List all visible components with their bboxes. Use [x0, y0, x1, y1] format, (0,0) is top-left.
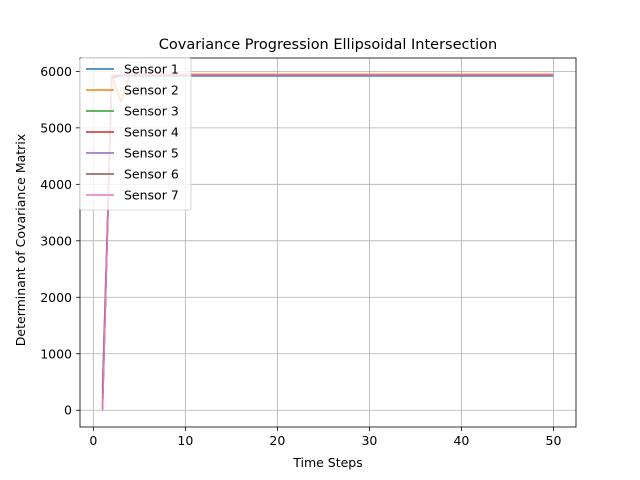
legend-label: Sensor 3 — [124, 104, 179, 119]
y-tick-label: 6000 — [40, 64, 72, 79]
legend-label: Sensor 2 — [124, 83, 179, 98]
x-tick-label: 30 — [361, 433, 377, 448]
x-tick-label: 20 — [269, 433, 285, 448]
x-tick-label: 50 — [546, 433, 562, 448]
x-tick-label: 0 — [89, 433, 97, 448]
y-tick-label: 1000 — [40, 346, 72, 361]
legend-label: Sensor 5 — [124, 146, 179, 161]
legend-label: Sensor 4 — [124, 125, 179, 140]
legend-label: Sensor 6 — [124, 167, 179, 182]
x-tick-label: 40 — [453, 433, 469, 448]
axis-ticks: 0 10 20 30 40 50 0 1000 2000 3000 4000 5000 6000 — [40, 64, 561, 448]
y-tick-label: 4000 — [40, 177, 72, 192]
y-tick-label: 3000 — [40, 233, 72, 248]
x-tick-label: 10 — [177, 433, 193, 448]
plot-area-frame — [79, 57, 577, 428]
y-tick-label: 2000 — [40, 290, 72, 305]
legend-label: Sensor 1 — [124, 62, 179, 77]
x-axis-label: Time Steps — [292, 455, 363, 470]
y-tick-label: 0 — [64, 403, 72, 418]
legend-box — [79, 57, 192, 211]
chart-title: Covariance Progression Ellipsoidal Inter… — [159, 37, 498, 53]
legend: Sensor 1 Sensor 2 Sensor 3 Sensor 4 Sensor 5… — [79, 57, 192, 211]
legend-label: Sensor 7 — [124, 188, 179, 203]
y-tick-label: 5000 — [40, 120, 72, 135]
y-axis-label: Determinant of Covariance Matrix — [13, 134, 28, 346]
